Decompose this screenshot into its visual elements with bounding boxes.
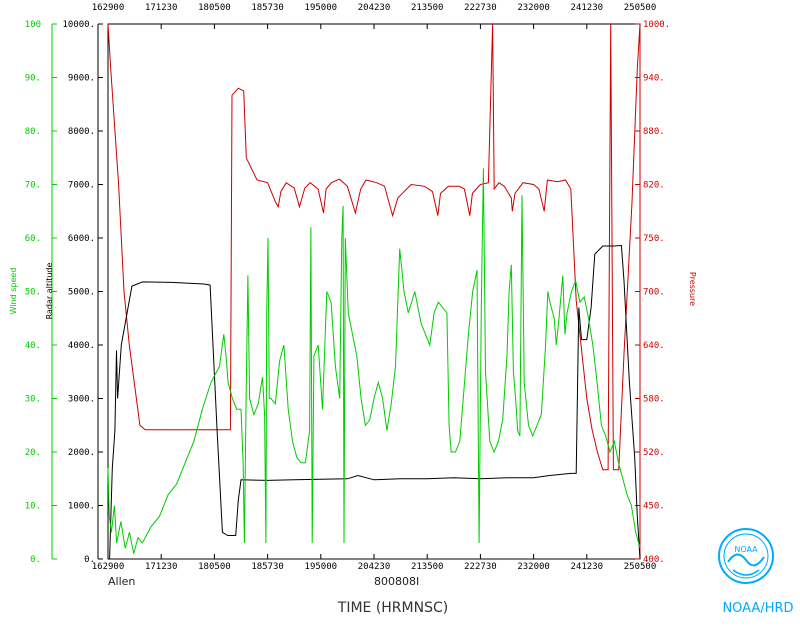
ticks-layer: 162900 162900 171230 171230 180500 180500 1857… <box>25 3 670 572</box>
wind-speed-axis-title: Wind speed <box>9 268 18 315</box>
pressure-tick-label: 450. <box>643 502 665 512</box>
radar-altitude-tick-label: 10000. <box>62 20 95 30</box>
x-tick-label-bottom: 250500 <box>624 562 657 572</box>
x-tick-label-top: 195000 <box>305 3 338 13</box>
pressure-tick-label: 580. <box>643 395 665 405</box>
wind-speed-tick-label: 100 <box>25 20 41 30</box>
x-axis-title: TIME (HRMNSC) <box>337 600 448 616</box>
noaa-logo: NOAA <box>718 528 774 584</box>
x-tick-label-top: 232000 <box>517 3 550 13</box>
wind-speed-tick-label: 20. <box>25 448 41 458</box>
x-tick-label-top: 222730 <box>464 3 497 13</box>
radar-altitude-tick-label: 9000. <box>68 74 95 84</box>
wind-speed-tick-label: 60. <box>25 234 41 244</box>
pressure-tick-label: 940. <box>643 74 665 84</box>
pressure-tick-label: 1000. <box>643 20 670 30</box>
pressure-series-line <box>107 23 641 471</box>
wind-speed-tick-label: 70. <box>25 181 41 191</box>
x-tick-label-bottom: 204230 <box>358 562 391 572</box>
radar-altitude-tick-label: 3000. <box>68 395 95 405</box>
x-tick-label-bottom: 241230 <box>571 562 604 572</box>
radar-altitude-tick-label: 8000. <box>68 127 95 137</box>
x-tick-label-bottom: 213500 <box>411 562 444 572</box>
pressure-axis-title: Pressure <box>688 272 697 306</box>
plot-frame <box>107 23 641 560</box>
radar-altitude-tick-label: 6000. <box>68 234 95 244</box>
x-tick-label-top: 180500 <box>198 3 231 13</box>
x-tick-label-bottom: 162900 <box>92 562 125 572</box>
x-tick-label-top: 162900 <box>92 3 125 13</box>
pressure-tick-label: 520. <box>643 448 665 458</box>
wind-speed-tick-label: 50. <box>25 288 41 298</box>
series-layer <box>107 23 641 560</box>
x-tick-label-top: 204230 <box>358 3 391 13</box>
x-tick-label-bottom: 180500 <box>198 562 231 572</box>
pressure-tick-label: 700. <box>643 288 665 298</box>
x-tick-label-top: 250500 <box>624 3 657 13</box>
x-tick-label-bottom: 222730 <box>464 562 497 572</box>
storm-name: Allen <box>108 575 135 588</box>
pressure-tick-label: 820. <box>643 181 665 191</box>
radar-altitude-tick-label: 7000. <box>68 181 95 191</box>
x-tick-label-bottom: 195000 <box>305 562 338 572</box>
radar-altitude-tick-label: 5000. <box>68 288 95 298</box>
wind-speed-tick-label: 30. <box>25 395 41 405</box>
x-tick-label-top: 213500 <box>411 3 444 13</box>
wind-speed-tick-label: 90. <box>25 74 41 84</box>
wind-speed-tick-label: 80. <box>25 127 41 137</box>
wind-speed-tick-label: 0. <box>30 555 41 565</box>
pressure-tick-label: 750. <box>643 234 665 244</box>
radar-altitude-series-line <box>109 244 641 560</box>
radar-altitude-tick-label: 2000. <box>68 448 95 458</box>
pressure-tick-label: 880. <box>643 127 665 137</box>
x-tick-label-top: 171230 <box>145 3 178 13</box>
radar-altitude-tick-label: 0. <box>84 555 95 565</box>
wind-speed-tick-label: 10. <box>25 502 41 512</box>
wind-speed-series-line <box>107 168 641 554</box>
x-tick-label-bottom: 171230 <box>145 562 178 572</box>
radar-altitude-axis-title: Radar altitude <box>45 263 54 320</box>
radar-altitude-tick-label: 4000. <box>68 341 95 351</box>
radar-altitude-tick-label: 1000. <box>68 502 95 512</box>
x-tick-label-top: 185730 <box>251 3 284 13</box>
pressure-tick-label: 400. <box>643 555 665 565</box>
x-tick-label-bottom: 185730 <box>251 562 284 572</box>
x-tick-label-bottom: 232000 <box>517 562 550 572</box>
svg-text:NOAA: NOAA <box>734 545 758 554</box>
noaa-hrd-label: NOAA/HRD <box>722 601 793 616</box>
wind-speed-tick-label: 40. <box>25 341 41 351</box>
flight-id: 800808I <box>374 575 419 588</box>
pressure-tick-label: 640. <box>643 341 665 351</box>
x-tick-label-top: 241230 <box>571 3 604 13</box>
